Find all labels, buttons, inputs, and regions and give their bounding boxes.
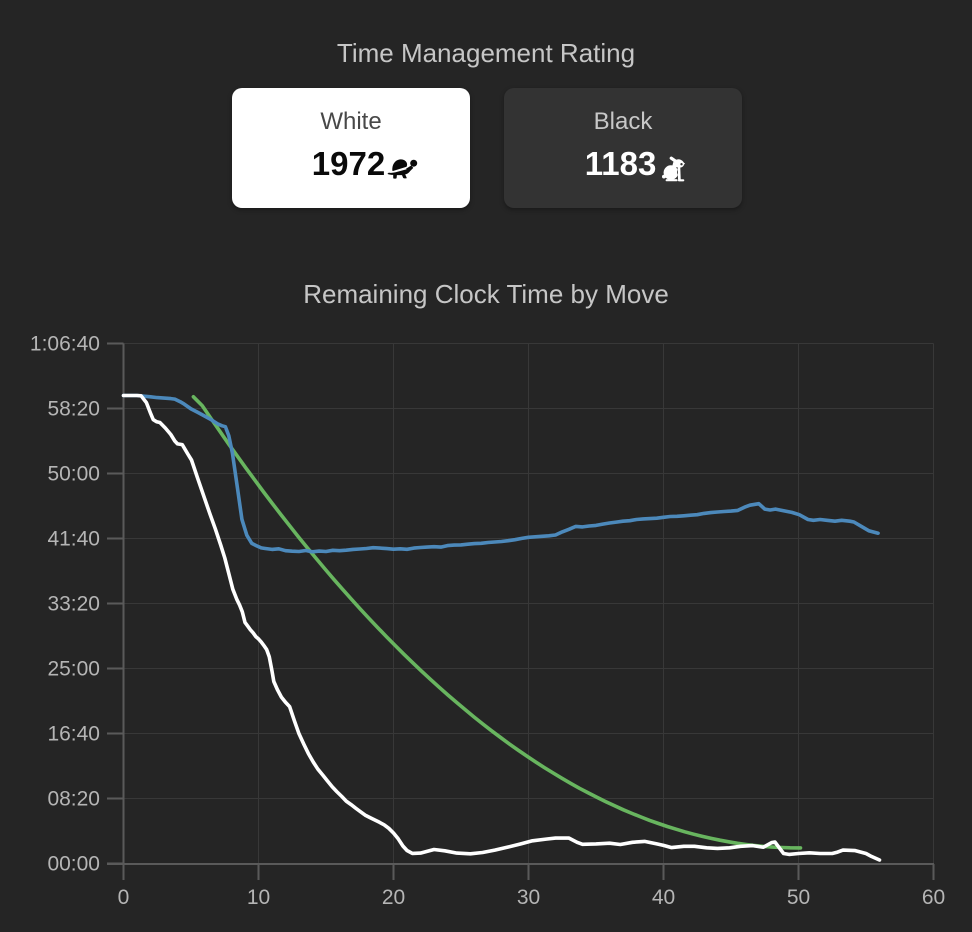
svg-text:50: 50 bbox=[787, 886, 810, 909]
svg-text:1:06:40: 1:06:40 bbox=[30, 333, 100, 356]
svg-text:08:20: 08:20 bbox=[47, 788, 100, 811]
svg-text:25:00: 25:00 bbox=[47, 658, 100, 681]
svg-text:0: 0 bbox=[118, 886, 130, 909]
svg-text:10: 10 bbox=[247, 886, 270, 909]
svg-text:41:40: 41:40 bbox=[47, 528, 100, 551]
svg-text:20: 20 bbox=[382, 886, 405, 909]
svg-text:00:00: 00:00 bbox=[47, 853, 100, 876]
svg-text:16:40: 16:40 bbox=[47, 723, 100, 746]
svg-text:33:20: 33:20 bbox=[47, 593, 100, 616]
svg-text:50:00: 50:00 bbox=[47, 463, 100, 486]
svg-text:30: 30 bbox=[517, 886, 540, 909]
svg-text:40: 40 bbox=[652, 886, 675, 909]
svg-text:58:20: 58:20 bbox=[47, 398, 100, 421]
svg-text:60: 60 bbox=[922, 886, 945, 909]
